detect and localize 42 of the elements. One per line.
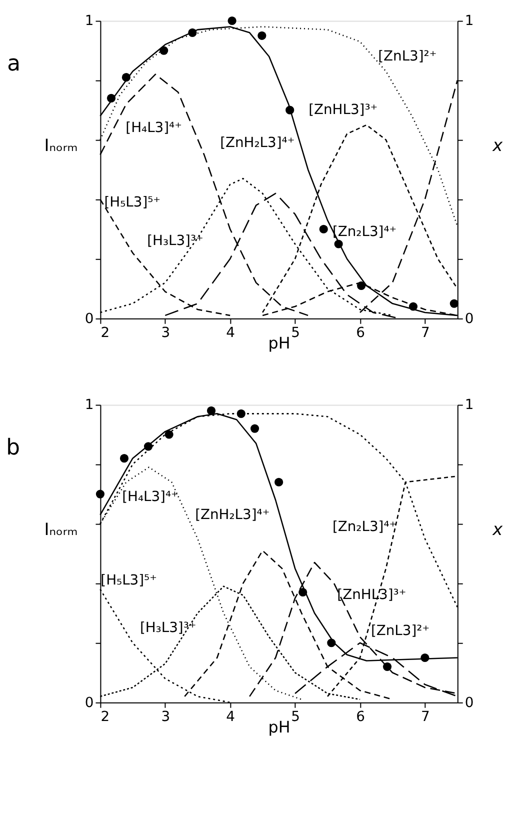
x-tick-label: 6 bbox=[356, 708, 365, 725]
annotation: [ZnH₂L3]⁴⁺ bbox=[195, 506, 270, 523]
y-tick-label: 0 bbox=[84, 310, 94, 327]
y-tick-label: 1 bbox=[84, 397, 94, 414]
annotation: [H₃L3]³⁺ bbox=[140, 620, 196, 636]
text: a bbox=[7, 51, 20, 76]
annotation: [H₅L3]⁵⁺ bbox=[104, 194, 160, 210]
x-tick-label: 6 bbox=[356, 324, 365, 341]
annotation: [Zn₂L3]⁴⁺ bbox=[332, 518, 397, 535]
y-tick-label: 1 bbox=[84, 13, 94, 30]
annotation: [H₄L3]⁴⁺ bbox=[122, 488, 178, 505]
y2-axis-title: x bbox=[492, 519, 504, 540]
y2-tick-label: 0 bbox=[464, 694, 474, 711]
annotation: [H₅L3]⁵⁺ bbox=[100, 572, 157, 588]
x-tick-label: 5 bbox=[291, 708, 300, 725]
annotation: [ZnL3]²⁺ bbox=[370, 622, 430, 639]
annotation: [ZnL3]²⁺ bbox=[378, 48, 437, 64]
y-axis-title: Iₙₒᵣₘ bbox=[44, 135, 78, 156]
annotation: [ZnHL3]³⁺ bbox=[337, 587, 406, 604]
y-axis-title: Iₙₒᵣₘ bbox=[44, 519, 78, 540]
y-tick-label: 0 bbox=[84, 694, 94, 711]
annotation: [ZnHL3]³⁺ bbox=[308, 102, 378, 118]
y2-tick-label: 0 bbox=[464, 310, 474, 327]
x-tick-label: 4 bbox=[226, 324, 236, 341]
text: b bbox=[6, 435, 20, 460]
annotation: [H₄L3]⁴⁺ bbox=[126, 120, 182, 136]
x-axis-title: pH bbox=[268, 334, 290, 353]
x-tick-label: 7 bbox=[421, 708, 430, 725]
x-axis-title: pH bbox=[268, 718, 290, 737]
y2-tick-label: 1 bbox=[464, 397, 474, 414]
annotation: [H₃L3]³⁺ bbox=[147, 233, 204, 249]
x-tick-label: 2 bbox=[100, 708, 110, 725]
y2-tick-label: 1 bbox=[464, 13, 474, 30]
x-tick-label: 5 bbox=[291, 324, 300, 341]
y2-axis-title: x bbox=[492, 135, 504, 156]
x-tick-label: 4 bbox=[226, 708, 236, 725]
x-tick-label: 3 bbox=[161, 324, 170, 341]
x-tick-label: 7 bbox=[421, 324, 430, 341]
annotation: [Zn₂L3]⁴⁺ bbox=[332, 224, 397, 240]
annotation: [ZnH₂L3]⁴⁺ bbox=[220, 134, 295, 151]
x-tick-label: 3 bbox=[161, 708, 170, 725]
x-tick-label: 2 bbox=[100, 324, 110, 341]
